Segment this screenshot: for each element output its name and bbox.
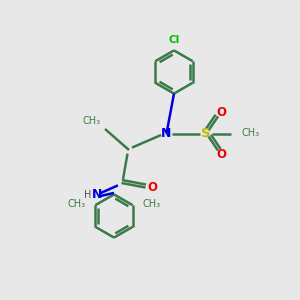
Text: CH₃: CH₃: [242, 128, 260, 139]
Text: N: N: [161, 127, 172, 140]
Text: O: O: [216, 148, 226, 161]
Text: O: O: [147, 181, 158, 194]
Text: O: O: [216, 106, 226, 119]
Text: CH₃: CH₃: [68, 199, 86, 209]
Text: Cl: Cl: [168, 35, 180, 45]
Text: S: S: [201, 127, 210, 140]
Text: CH₃: CH₃: [82, 116, 100, 126]
Text: N: N: [92, 188, 102, 202]
Text: CH₃: CH₃: [142, 199, 160, 209]
Text: H: H: [84, 190, 92, 200]
